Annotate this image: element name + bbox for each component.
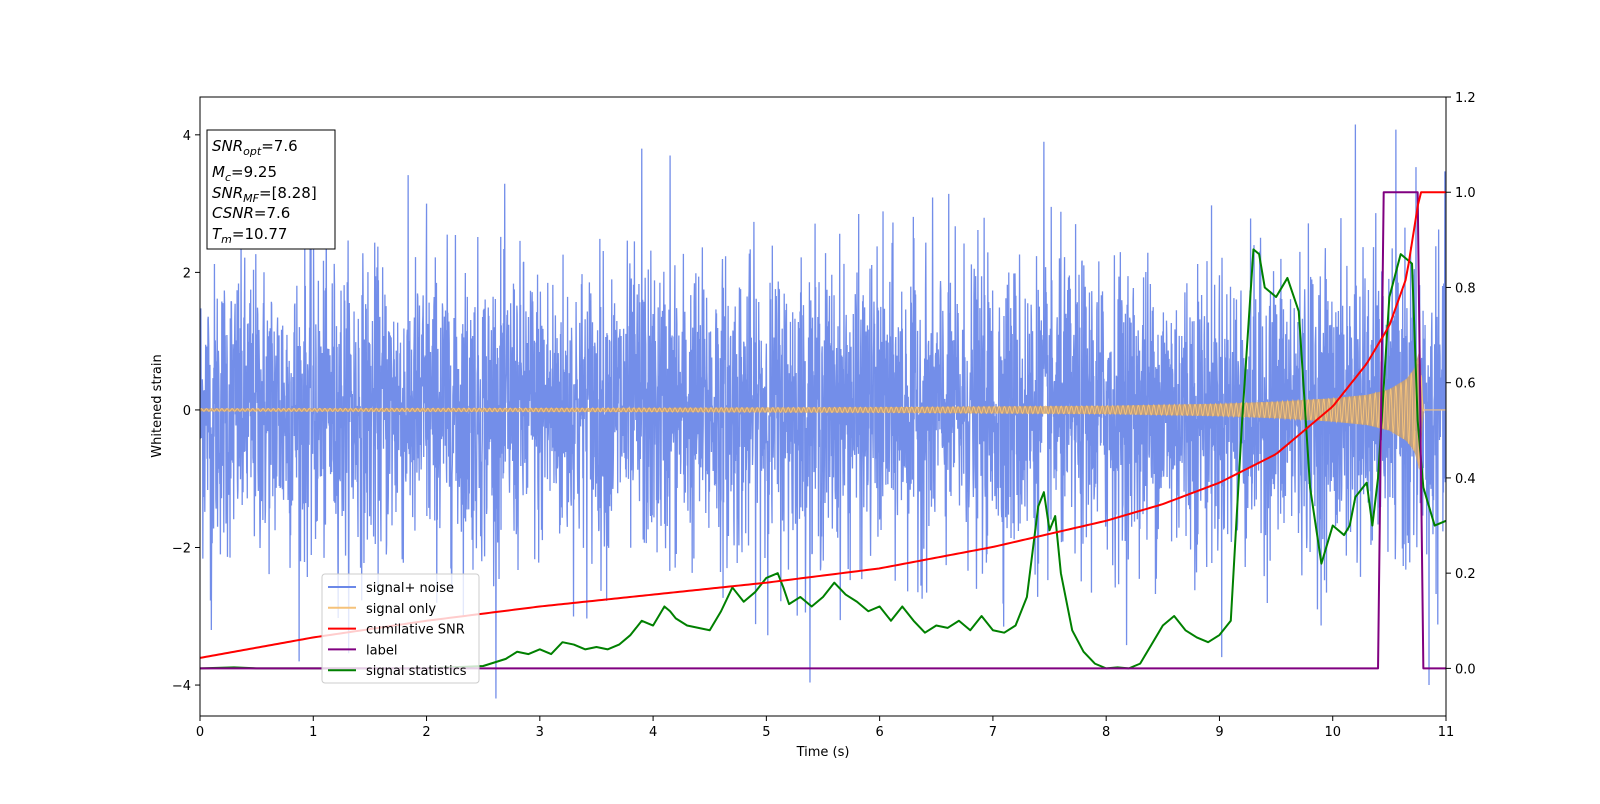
x-tick-label: 6 xyxy=(875,725,883,740)
series-signal-statistics xyxy=(200,248,1446,670)
x-tick-label: 0 xyxy=(196,725,204,740)
x-tick-label: 8 xyxy=(1102,725,1110,740)
legend-label: label xyxy=(366,643,397,658)
x-axis-label: Time (s) xyxy=(796,745,850,760)
annotation-line: SNRopt=7.6 xyxy=(212,137,298,158)
annotation-line: CSNR=7.6 xyxy=(212,204,290,222)
y-right-tick-label: 0.2 xyxy=(1455,567,1476,582)
x-tick-label: 5 xyxy=(762,725,770,740)
x-tick-label: 9 xyxy=(1215,725,1223,740)
annotation-line: Mc=9.25 xyxy=(212,163,277,184)
legend-label: signal only xyxy=(366,602,436,617)
y-right-tick-label: 0.8 xyxy=(1455,281,1476,296)
y-right-tick-label: 0.6 xyxy=(1455,377,1476,392)
y-left-tick-label: 2 xyxy=(183,266,191,281)
x-tick-label: 1 xyxy=(309,725,317,740)
plot-frame xyxy=(199,96,1447,717)
y-right-tick-label: 0.0 xyxy=(1455,662,1476,677)
y-left-tick-label: 4 xyxy=(183,129,191,144)
x-axis: 0 1 2 3 4 5 6 7 8 9 10 11 xyxy=(196,716,1454,740)
annotation-line: Tm=10.77 xyxy=(212,225,287,246)
legend-label: signal+ noise xyxy=(366,581,454,596)
legend: signal+ noise signal only cumilative SNR la… xyxy=(321,573,480,684)
x-tick-label: 3 xyxy=(536,725,544,740)
x-tick-label: 4 xyxy=(649,725,657,740)
y-axis-left: −4 −2 0 2 4 xyxy=(172,129,200,694)
y-left-tick-label: −4 xyxy=(172,679,191,694)
x-tick-label: 2 xyxy=(422,725,430,740)
annotation-line: SNRMF=[8.28] xyxy=(212,184,317,205)
y-right-tick-label: 0.4 xyxy=(1455,472,1476,487)
annotation-frame xyxy=(206,129,336,250)
series-signal-only xyxy=(200,360,1446,469)
series-signal-noise xyxy=(200,124,1446,699)
x-tick-label: 11 xyxy=(1438,725,1455,740)
y-left-tick-label: 0 xyxy=(183,404,191,419)
y-axis-label: Whitened strain xyxy=(150,354,165,457)
legend-frame xyxy=(321,573,480,684)
y-axis-right: 0.0 0.2 0.4 0.6 0.8 1.0 1.2 xyxy=(1446,91,1476,677)
legend-label: cumilative SNR xyxy=(366,623,465,638)
y-left-tick-label: −2 xyxy=(172,541,191,556)
y-right-tick-label: 1.0 xyxy=(1455,186,1476,201)
series-label xyxy=(200,191,1446,670)
x-tick-label: 10 xyxy=(1324,725,1341,740)
y-right-tick-label: 1.2 xyxy=(1455,91,1476,106)
x-tick-label: 7 xyxy=(989,725,997,740)
legend-label: signal statistics xyxy=(366,664,467,679)
